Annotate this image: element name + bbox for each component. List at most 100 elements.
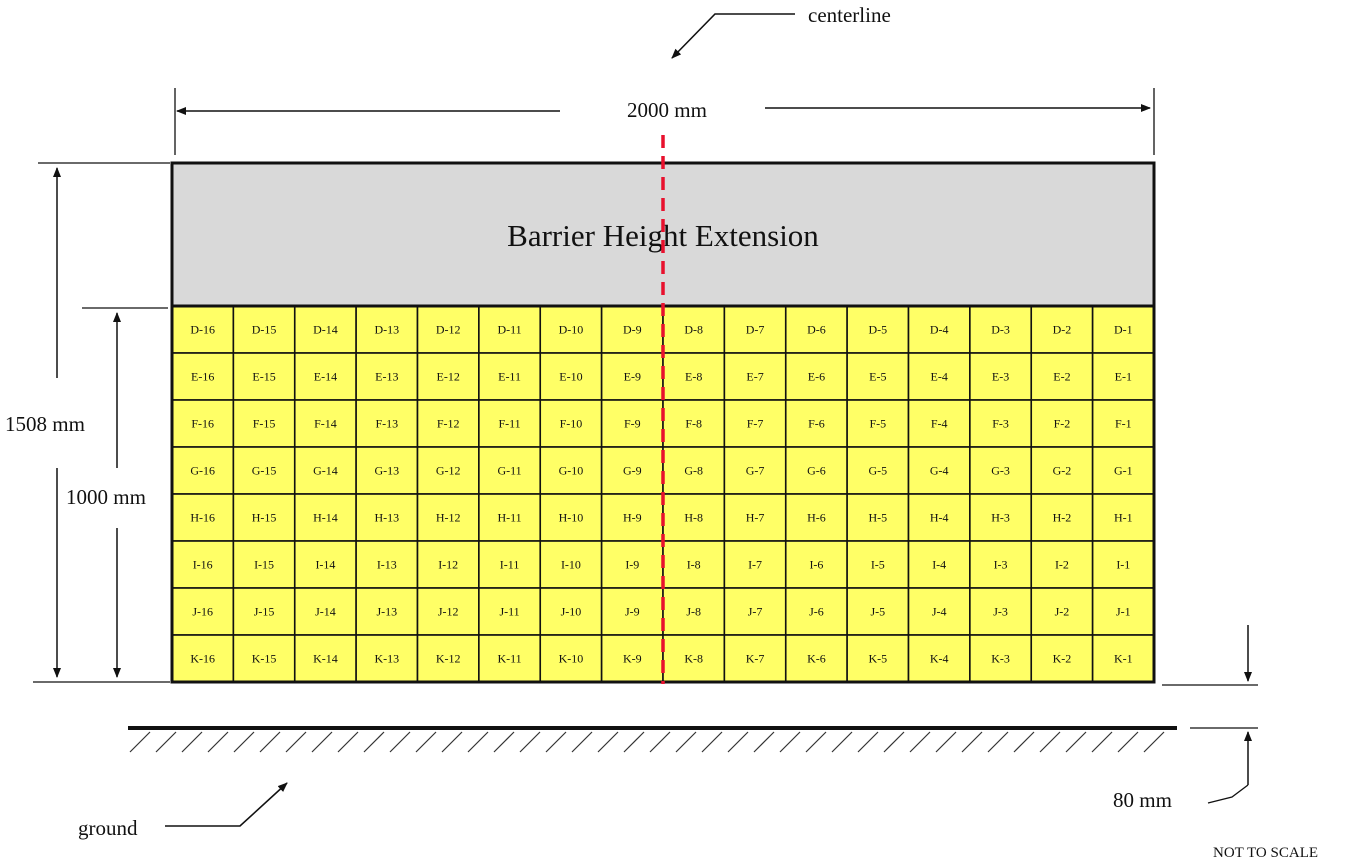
centerline-label: centerline [808,3,891,27]
impact-grid: D-16 D-15 D-14 D-13 D-12 D-11 D-10 D-9 D-8 D-7 D-6… [171,305,1155,683]
grid-cell-label: K-10 [559,652,584,666]
grid-cell [907,493,971,542]
grid-cell-label: F-10 [560,417,583,431]
grid-cell-label: D-6 [807,323,826,337]
grid-cell-label: H-11 [497,511,521,525]
grid-cell-label: J-11 [499,605,519,619]
hatch-line [285,731,307,753]
grid-cell-label: H-1 [1114,511,1133,525]
grid-cell [784,493,848,542]
grid-cell-label: D-15 [252,323,277,337]
grid-cell-label: J-12 [438,605,459,619]
grid-cell [1091,305,1155,354]
grid-cell [478,634,542,683]
grid-cell-label: I-10 [561,558,581,572]
hatch-line [129,731,151,753]
grid-cell [907,540,971,589]
hatch-line [597,731,619,753]
grid-cell-label: F-5 [869,417,886,431]
hatch-line [415,731,437,753]
grid-cell [662,587,726,636]
grid-cell [1030,540,1094,589]
grid-cell-label: J-6 [809,605,824,619]
grid-cell-label: I-16 [193,558,213,572]
grid-cell-label: G-4 [930,464,949,478]
grid-cell-label: D-10 [559,323,584,337]
grid-cell [1091,352,1155,401]
grid-cell [600,399,664,448]
centerline-callout-arrow [671,13,795,59]
grid-cell-label: G-15 [252,464,277,478]
grid-cell [355,634,419,683]
grid-cell-label: E-7 [746,370,763,384]
grid-cell-label: H-7 [746,511,765,525]
width-label: 2000 mm [627,98,707,122]
grid-cell [846,540,910,589]
grid-cell-label: K-3 [991,652,1010,666]
grid-cell-label: K-11 [497,652,521,666]
hatch-line [675,731,697,753]
grid-cell-label: I-11 [500,558,520,572]
grid-cell-label: F-9 [624,417,641,431]
grid-cell [355,446,419,495]
grid-cell-label: F-11 [498,417,520,431]
grid-cell [784,446,848,495]
grid-cell [662,446,726,495]
grid-cell [723,540,787,589]
grid-cell-label: D-12 [436,323,461,337]
grid-cell [846,305,910,354]
grid-cell [600,446,664,495]
grid-cell-label: E-14 [314,370,337,384]
grid-cell-label: H-15 [252,511,277,525]
hatch-line [545,731,567,753]
hatch-line [1117,731,1139,753]
grid-cell-label: K-5 [868,652,887,666]
grid-cell-label: F-3 [992,417,1009,431]
grid-cell-label: E-2 [1053,370,1070,384]
grid-cell [969,399,1033,448]
grid-cell-label: H-14 [313,511,338,525]
hatch-line [1065,731,1087,753]
grid-cell-label: I-8 [687,558,701,572]
hatch-line [649,731,671,753]
grid-cell-label: D-4 [930,323,949,337]
grid-cell-label: K-9 [623,652,642,666]
grid-cell [478,587,542,636]
grid-cell-label: G-7 [746,464,765,478]
grid-cell-label: I-1 [1116,558,1130,572]
hatch-line [909,731,931,753]
grid-cell-label: E-16 [191,370,214,384]
grid-cell-label: K-1 [1114,652,1133,666]
grid-cell-label: K-7 [746,652,765,666]
ground-label: ground [78,816,138,840]
grid-cell [723,352,787,401]
grid-cell-label: K-15 [252,652,277,666]
grid-cell [293,493,357,542]
grid-cell-label: D-16 [190,323,215,337]
grid-cell-label: E-10 [559,370,582,384]
grid-cell-label: D-2 [1053,323,1072,337]
hatch-line [311,731,333,753]
hatch-line [987,731,1009,753]
grid-cell-label: H-3 [991,511,1010,525]
grid-cell-label: G-14 [313,464,338,478]
grid-cell [416,587,480,636]
grid-cell-label: E-12 [437,370,460,384]
grid-cell [600,634,664,683]
grid-cell-label: E-15 [252,370,275,384]
hatch-line [363,731,385,753]
grid-cell-label: F-7 [747,417,764,431]
grid-cell-label: J-8 [686,605,701,619]
grid-cell [232,540,296,589]
grid-cell-label: D-11 [497,323,521,337]
hatch-line [727,731,749,753]
grid-cell [416,352,480,401]
hatch-line [571,731,593,753]
grid-cell [416,493,480,542]
grid-cell [662,493,726,542]
grid-cell-label: J-15 [254,605,275,619]
grid-cell [907,352,971,401]
grid-cell-label: J-14 [315,605,336,619]
grid-cell-label: K-14 [313,652,338,666]
